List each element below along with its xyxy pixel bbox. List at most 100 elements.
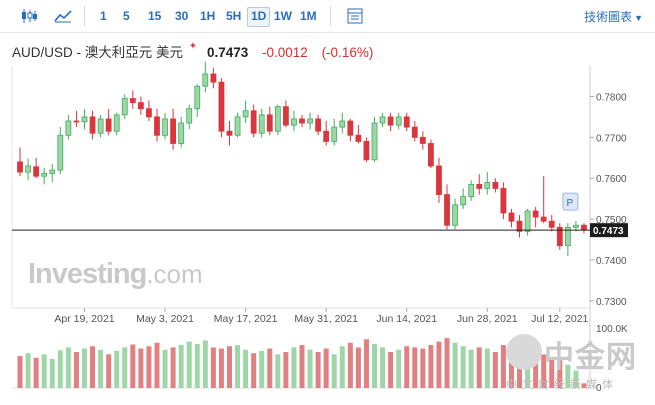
- candle-body[interactable]: [194, 85, 201, 110]
- timeframe-1w[interactable]: 1W: [274, 9, 292, 23]
- candle-body[interactable]: [170, 118, 176, 144]
- candle-body[interactable]: [266, 114, 273, 132]
- candle-body[interactable]: [347, 120, 354, 136]
- candle-body[interactable]: [307, 118, 313, 124]
- candle-body[interactable]: [113, 114, 120, 132]
- candle-body[interactable]: [564, 226, 571, 247]
- last-price: 0.7473: [206, 45, 249, 60]
- candle-body[interactable]: [315, 118, 322, 132]
- candle-body[interactable]: [154, 116, 160, 136]
- candle-body[interactable]: [210, 73, 217, 83]
- volume-bar: [154, 342, 160, 388]
- candle-body[interactable]: [371, 122, 378, 161]
- candle-body[interactable]: [137, 102, 144, 110]
- candle-body[interactable]: [403, 116, 410, 128]
- volume-bar: [243, 349, 249, 388]
- candle-body[interactable]: [500, 188, 507, 214]
- candlestick-icon[interactable]: [18, 6, 40, 26]
- candle-body[interactable]: [242, 110, 249, 118]
- candle-body[interactable]: [274, 106, 281, 132]
- candle-body[interactable]: [234, 116, 241, 136]
- chevron-down-icon: ▼: [634, 13, 643, 23]
- candle-body[interactable]: [355, 134, 362, 142]
- candle-body[interactable]: [573, 224, 579, 228]
- volume-bar: [460, 346, 466, 388]
- candle-body[interactable]: [49, 169, 56, 174]
- volume-bar: [41, 354, 47, 388]
- candle-body[interactable]: [33, 166, 40, 177]
- candle-body[interactable]: [508, 212, 515, 222]
- candle-body[interactable]: [105, 118, 112, 132]
- candle-body[interactable]: [89, 116, 96, 134]
- timeframe-5h[interactable]: 5H: [226, 9, 242, 23]
- candle-body[interactable]: [484, 181, 491, 189]
- table-icon[interactable]: [344, 6, 366, 26]
- candle-body[interactable]: [186, 108, 193, 124]
- y-tick-label: 0.7700: [596, 133, 627, 144]
- candle-body[interactable]: [178, 122, 185, 144]
- star-icon[interactable]: ✦: [188, 41, 198, 52]
- candle-body[interactable]: [492, 181, 499, 189]
- candle-body[interactable]: [226, 130, 233, 136]
- candle-body[interactable]: [419, 136, 426, 144]
- candle-body[interactable]: [395, 116, 402, 126]
- candle-body[interactable]: [379, 116, 386, 124]
- volume-bar: [218, 348, 224, 388]
- candle-body[interactable]: [524, 210, 531, 232]
- candle-body[interactable]: [540, 216, 547, 222]
- candle-body[interactable]: [65, 120, 72, 136]
- candle-body[interactable]: [250, 110, 257, 134]
- candle-body[interactable]: [468, 183, 475, 198]
- candle-body[interactable]: [25, 165, 31, 173]
- timeframe-1[interactable]: 1: [100, 9, 107, 23]
- candle-body[interactable]: [331, 126, 338, 142]
- candle-body[interactable]: [97, 118, 104, 134]
- candle-body[interactable]: [282, 106, 289, 126]
- candle-body[interactable]: [41, 172, 48, 177]
- timeframe-1h[interactable]: 1H: [200, 9, 216, 23]
- candle-body[interactable]: [548, 220, 555, 228]
- technical-chart-label: 技術圖表: [584, 10, 633, 24]
- event-marker-icon[interactable]: [562, 192, 579, 211]
- volume-bar: [331, 354, 337, 388]
- candle-body[interactable]: [291, 118, 297, 126]
- candle-body[interactable]: [81, 116, 88, 123]
- candle-body[interactable]: [452, 204, 458, 226]
- candle-body[interactable]: [73, 120, 80, 123]
- timeframe-1d[interactable]: 1D: [247, 7, 271, 27]
- candle-body[interactable]: [387, 116, 394, 126]
- candle-body[interactable]: [146, 108, 152, 118]
- volume-bar: [291, 347, 297, 388]
- candle-body[interactable]: [411, 126, 418, 138]
- candle-body[interactable]: [323, 130, 330, 142]
- timeframe-15[interactable]: 15: [148, 9, 162, 23]
- candle-body[interactable]: [436, 165, 442, 195]
- candle-body[interactable]: [516, 220, 523, 232]
- timeframe-1m[interactable]: 1M: [300, 9, 317, 23]
- candle-body[interactable]: [129, 98, 136, 103]
- candle-body[interactable]: [581, 224, 587, 231]
- investing-watermark: Investing.com: [28, 258, 203, 291]
- candle-body[interactable]: [428, 143, 434, 167]
- candle-body[interactable]: [258, 114, 265, 134]
- candle-body[interactable]: [218, 81, 225, 132]
- timeframe-5[interactable]: 5: [123, 9, 130, 23]
- area-chart-icon[interactable]: [52, 6, 74, 26]
- candle-body[interactable]: [532, 210, 539, 218]
- candle-body[interactable]: [444, 194, 450, 226]
- candle-body[interactable]: [476, 183, 483, 189]
- candle-body[interactable]: [121, 98, 128, 116]
- candle-body[interactable]: [339, 120, 346, 128]
- candle-body[interactable]: [57, 134, 64, 171]
- candle-body[interactable]: [299, 118, 305, 124]
- timeframe-30[interactable]: 30: [175, 9, 189, 23]
- candle-body[interactable]: [556, 226, 563, 247]
- candle-body[interactable]: [17, 161, 23, 173]
- candle-body[interactable]: [162, 118, 168, 136]
- technical-chart-menu[interactable]: 技術圖表 ▼: [584, 8, 643, 25]
- candle-body[interactable]: [202, 73, 209, 87]
- candle-body[interactable]: [363, 141, 370, 161]
- volume-bar: [194, 343, 200, 388]
- candle-body[interactable]: [460, 196, 467, 206]
